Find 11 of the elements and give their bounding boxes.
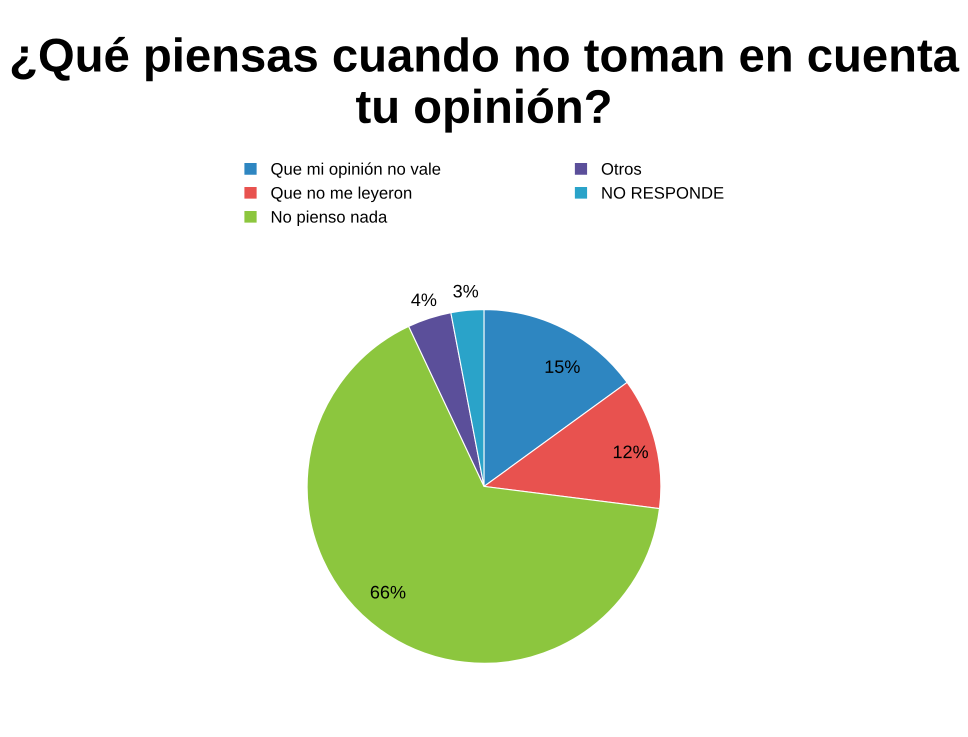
legend-label: Que mi opinión no vale xyxy=(271,162,440,178)
legend-label: Otros xyxy=(602,163,642,175)
legend-label: Que no me leyeron xyxy=(271,186,412,202)
legend-label: No pienso nada xyxy=(272,210,388,226)
legend-label: NO RESPONDE xyxy=(602,186,724,199)
data-label: 3% xyxy=(453,284,478,298)
chart-title: ¿Qué piensas cuando no toman en cuenta tu opinión? xyxy=(12,36,960,133)
data-label: 66% xyxy=(370,586,406,599)
data-label: 12% xyxy=(614,445,648,458)
data-label: 15% xyxy=(546,360,580,374)
data-label: 4% xyxy=(411,294,436,306)
